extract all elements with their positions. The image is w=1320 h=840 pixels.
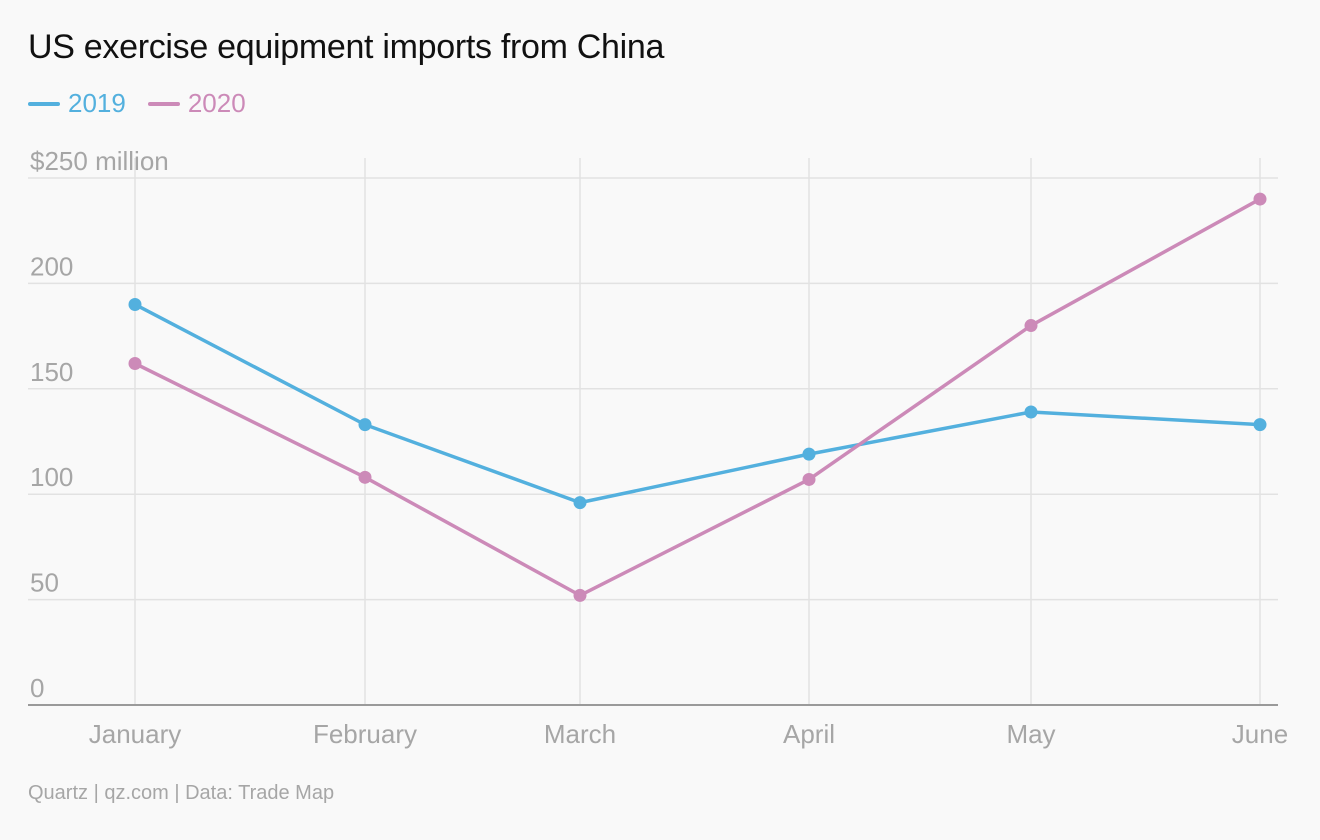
y-tick-label-100: 100: [30, 462, 73, 492]
data-point-2020-january: [128, 357, 142, 371]
legend-swatch-2020: [147, 101, 180, 106]
x-tick-label-february: February: [313, 719, 417, 749]
data-point-2019-march: [573, 496, 587, 510]
legend: 2019 2020: [28, 88, 246, 119]
y-tick-label-0: 0: [30, 673, 44, 703]
x-tick-label-march: March: [544, 719, 616, 749]
x-tick-label-june: June: [1232, 719, 1288, 749]
x-tick-label-may: May: [1006, 719, 1055, 749]
data-point-2019-april: [802, 447, 816, 461]
data-point-2019-january: [128, 297, 142, 311]
y-tick-label-200: 200: [30, 251, 73, 281]
y-tick-label-50: 50: [30, 568, 59, 598]
x-tick-label-april: April: [783, 719, 835, 749]
series-line-2020: [133, 197, 1262, 598]
data-point-2020-february: [358, 470, 372, 484]
data-point-2020-june: [1253, 192, 1267, 206]
legend-item-2020: 2020: [147, 88, 246, 119]
y-tick-label-150: 150: [30, 357, 73, 387]
data-point-2020-may: [1024, 319, 1038, 333]
source-footer: Quartz | qz.com | Data: Trade Map: [28, 782, 335, 804]
data-point-2019-june: [1253, 418, 1267, 432]
legend-label-2020: 2020: [187, 88, 246, 118]
data-point-2019-may: [1024, 405, 1038, 419]
legend-label-2019: 2019: [68, 88, 126, 118]
y-tick-label-250: $250 million: [30, 146, 169, 176]
data-point-2020-april: [802, 472, 816, 486]
x-tick-label-january: January: [89, 719, 182, 749]
legend-item-2019: 2019: [28, 88, 126, 119]
series-line-2019: [133, 302, 1262, 505]
chart-title: US exercise equipment imports from China: [28, 28, 665, 66]
data-point-2019-february: [358, 418, 372, 432]
data-point-2020-march: [573, 588, 587, 602]
legend-swatch-2019: [28, 101, 60, 106]
